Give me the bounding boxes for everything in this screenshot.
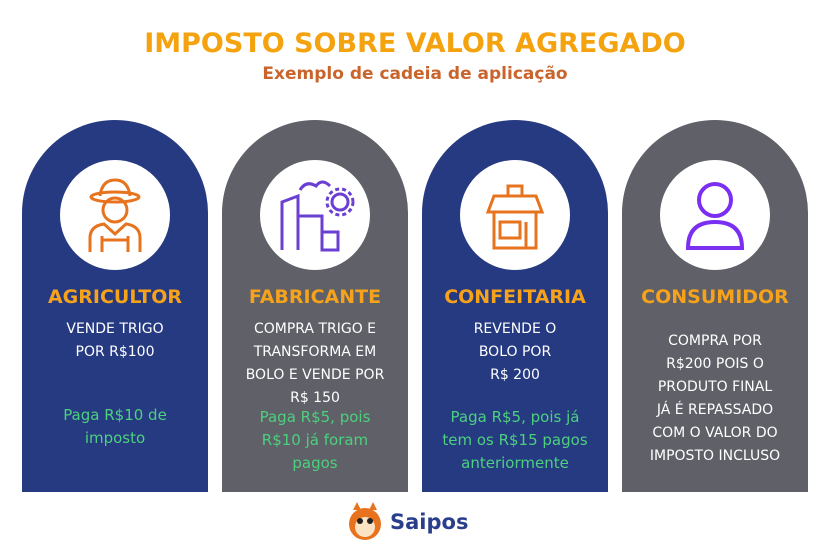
description-line: POR R$100 (75, 344, 155, 360)
card-note: Paga R$10 de imposto (22, 404, 208, 450)
note-line: pagos (292, 454, 338, 472)
card-title: CONSUMIDOR (641, 286, 789, 308)
note-line: R$10 já foram (261, 431, 369, 449)
note-line: Paga R$5, pois já (450, 408, 580, 426)
brand-logo (349, 502, 381, 540)
description-line: COMPRA POR (668, 333, 762, 349)
description-line: IMPOSTO INCLUSO (649, 448, 781, 464)
icon-circle (460, 160, 570, 270)
note-line: anteriormente (461, 454, 569, 472)
description-line: BOLO POR (478, 344, 552, 360)
title: IMPOSTO SOBRE VALOR AGREGADO (144, 28, 686, 59)
description-line: PRODUTO FINAL (657, 379, 773, 395)
description-line: COM O VALOR DO (652, 425, 778, 441)
subtitle: Exemplo de cadeia de aplicação (262, 64, 568, 84)
icon-circle (260, 160, 370, 270)
card-title: AGRICULTOR (47, 286, 183, 308)
description-line: R$ 200 (490, 367, 540, 383)
note-line: Paga R$10 de (63, 406, 167, 424)
card-description: COMPRA POR R$200 POIS O PRODUTO FINAL JÁ É … (622, 330, 808, 468)
card: CONFEITARIA REVENDE O BOLO POR R$ 200 Paga R… (422, 120, 608, 492)
description-line: R$ 150 (290, 390, 340, 406)
note-line: imposto (84, 429, 146, 447)
card: AGRICULTOR VENDE TRIGO POR R$100 Paga R$10 … (22, 120, 208, 492)
note-line: tem os R$15 pagos (442, 431, 588, 449)
icon-circle (60, 160, 170, 270)
description-line: TRANSFORMA EM (253, 344, 377, 360)
icon (88, 178, 142, 252)
icon-circle (660, 160, 770, 270)
description-line: BOLO E VENDE POR (245, 367, 385, 383)
card-description: VENDE TRIGO POR R$100 (22, 318, 208, 364)
card-description: REVENDE O BOLO POR R$ 200 (422, 318, 608, 387)
icon (685, 182, 745, 250)
brand-name: Saipos (390, 510, 469, 534)
description-line: R$200 POIS O (666, 356, 764, 372)
icon (280, 180, 355, 252)
description-line: COMPRA TRIGO E (253, 321, 377, 337)
card-note: Paga R$5, pois R$10 já foram pagos (222, 406, 408, 475)
card: CONSUMIDOR COMPRA POR R$200 POIS O PRODUTO … (622, 120, 808, 492)
description-line: JÁ É REPASSADO (656, 402, 774, 418)
card-note: Paga R$5, pois já tem os R$15 pagos anteri… (422, 406, 608, 475)
card-title: FABRICANTE (248, 286, 382, 308)
note-line: Paga R$5, pois (259, 408, 371, 426)
description-line: VENDE TRIGO (66, 321, 164, 337)
card-title: CONFEITARIA (444, 286, 586, 308)
description-line: REVENDE O (473, 321, 557, 337)
icon (485, 184, 545, 250)
card-description: COMPRA TRIGO E TRANSFORMA EM BOLO E VENDE … (222, 318, 408, 410)
card: FABRICANTE COMPRA TRIGO E TRANSFORMA EM BOL… (222, 120, 408, 492)
